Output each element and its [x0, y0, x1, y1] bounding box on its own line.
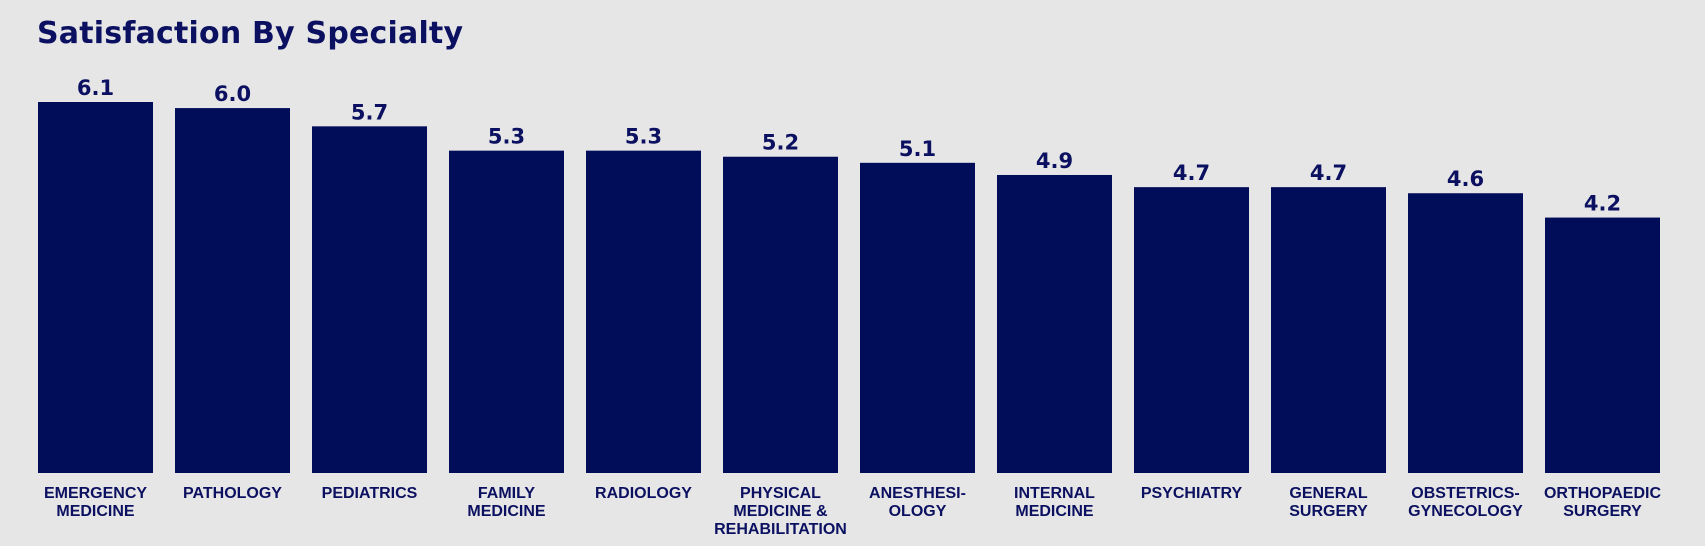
- bar-value-label: 4.9: [1036, 149, 1073, 173]
- category-label: PSYCHIATRY: [1141, 485, 1243, 502]
- category-label: MEDICINE: [467, 503, 546, 520]
- category-label: ANESTHESI-: [869, 485, 966, 502]
- bar: [1271, 187, 1386, 474]
- bar: [1408, 193, 1523, 474]
- category-label: SURGERY: [1289, 503, 1368, 520]
- bar-value-label: 4.7: [1173, 161, 1210, 185]
- category-label: OLOGY: [889, 503, 947, 520]
- category-label: MEDICINE: [1015, 503, 1094, 520]
- category-label: EMERGENCY: [44, 485, 147, 502]
- category-label: GYNECOLOGY: [1408, 503, 1523, 520]
- bar: [723, 156, 838, 473]
- category-label: PEDIATRICS: [322, 485, 418, 502]
- bar: [1134, 187, 1249, 474]
- bar-value-label: 5.7: [351, 100, 388, 124]
- bar-value-label: 5.1: [899, 137, 936, 161]
- bar: [1545, 217, 1660, 473]
- bar: [860, 162, 975, 473]
- bar: [312, 126, 427, 473]
- category-label: INTERNAL: [1014, 485, 1095, 502]
- bar-value-label: 5.3: [488, 125, 525, 149]
- bar-value-label: 4.7: [1310, 161, 1347, 185]
- bar: [586, 150, 701, 473]
- category-label: SURGERY: [1563, 503, 1642, 520]
- bar: [997, 174, 1112, 473]
- bar: [38, 102, 153, 473]
- category-label: GENERAL: [1289, 485, 1367, 502]
- bar-value-label: 6.0: [214, 82, 251, 106]
- category-label: REHABILITATION: [714, 521, 847, 538]
- category-label: PHYSICAL: [740, 485, 821, 502]
- category-label: ORTHOPAEDIC: [1544, 485, 1661, 502]
- bar-value-label: 5.2: [762, 131, 799, 155]
- category-label: FAMILY: [478, 485, 536, 502]
- bar: [175, 108, 290, 473]
- bar-value-label: 4.6: [1447, 167, 1484, 191]
- category-label: OBSTETRICS-: [1411, 485, 1519, 502]
- category-label: RADIOLOGY: [595, 485, 692, 502]
- bar-value-label: 6.1: [77, 76, 114, 100]
- bar: [449, 150, 564, 473]
- chart-title: Satisfaction By Specialty: [37, 16, 464, 51]
- bar-value-label: 4.2: [1584, 192, 1621, 216]
- category-label: MEDICINE: [56, 503, 135, 520]
- category-label: PATHOLOGY: [183, 485, 282, 502]
- bar-value-label: 5.3: [625, 125, 662, 149]
- category-label: MEDICINE &: [733, 503, 828, 520]
